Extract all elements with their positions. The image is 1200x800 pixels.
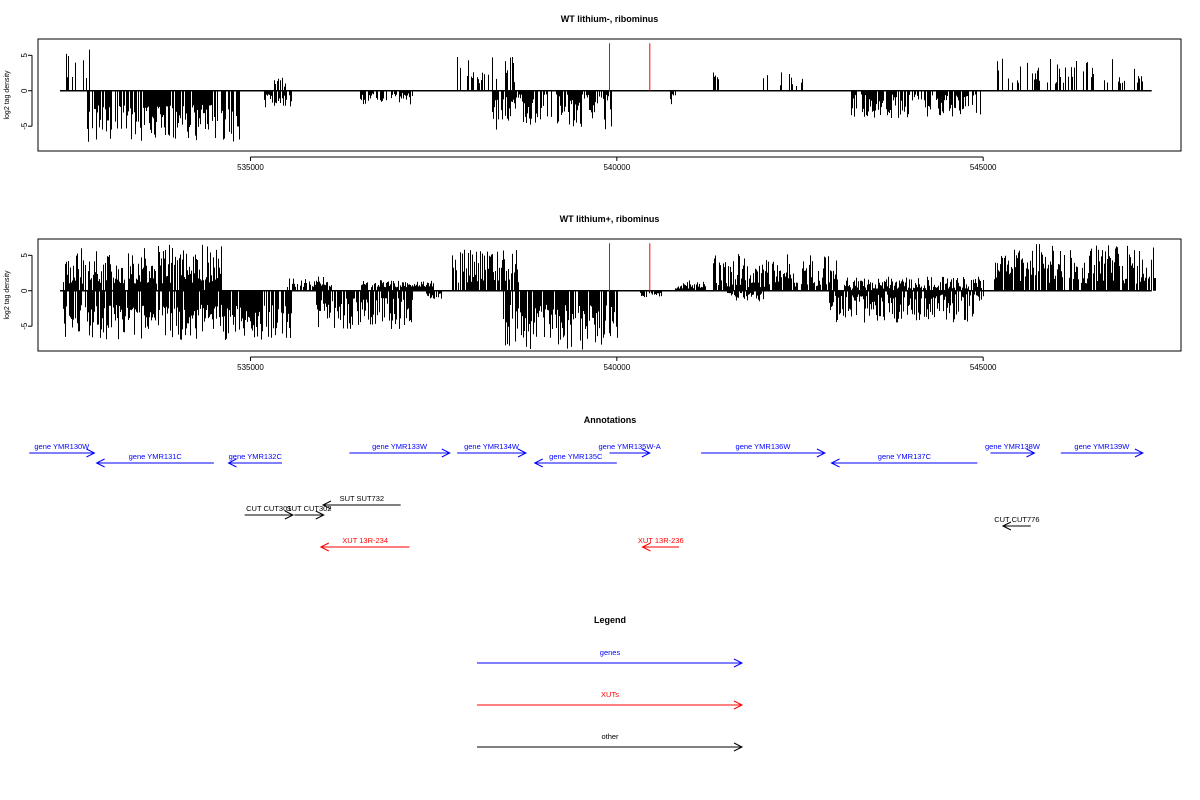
legend-label: XUTs xyxy=(601,690,619,699)
feature-label: gene YMR135W-A xyxy=(599,442,661,451)
panel-title: WT lithium+, ribominus xyxy=(560,214,660,224)
arrow-head xyxy=(733,700,744,710)
annotation-feature: gene YMR137C xyxy=(830,452,978,468)
panel-title: WT lithium-, ribominus xyxy=(561,14,659,24)
feature-label: gene YMR133W xyxy=(372,442,428,451)
annotation-feature: CUT CUT776 xyxy=(994,515,1040,531)
feature-label: XUT 13R-236 xyxy=(638,536,684,545)
arrow-head xyxy=(227,458,237,468)
legend-title: Legend xyxy=(594,615,626,625)
annotation-feature: gene YMR139W xyxy=(1060,442,1145,458)
annotation-feature: CUT CUT301 xyxy=(244,504,295,520)
x-tick-label: 545000 xyxy=(970,163,997,172)
y-tick-label: -5 xyxy=(20,122,29,130)
track-panel-2: WT lithium+, ribominus 5 0 -5 log2 tag densi… xyxy=(4,214,1182,372)
arrow-head xyxy=(641,448,651,458)
annotation-feature: XUT 13R-236 xyxy=(638,536,684,552)
feature-label: gene YMR131C xyxy=(129,452,183,461)
x-axis: 535000 540000 545000 xyxy=(237,156,997,172)
annotation-feature: gene YMR135C xyxy=(533,452,617,468)
legend: Legend genes XUTs other xyxy=(477,615,744,752)
x-tick-label: 535000 xyxy=(237,363,264,372)
x-axis: 535000 540000 545000 xyxy=(237,356,997,372)
annotation-feature: gene YMR138W xyxy=(985,442,1041,458)
arrow-head xyxy=(1134,448,1145,458)
annotation-feature: gene YMR134W xyxy=(457,442,528,458)
plot-frame xyxy=(37,38,1182,152)
arrow-head xyxy=(733,658,744,668)
arrow-head xyxy=(315,510,325,520)
annotations-title: Annotations xyxy=(584,415,637,425)
density-bars xyxy=(63,244,1156,350)
annotation-feature: gene YMR133W xyxy=(349,442,451,458)
annotations-panel: Annotations gene YMR130W gene YMR131C gene … xyxy=(29,415,1145,552)
feature-label: gene YMR139W xyxy=(1074,442,1130,451)
y-tick-label: 5 xyxy=(20,53,29,58)
arrow-head xyxy=(816,448,827,458)
annotation-feature: XUT 13R-234 xyxy=(319,536,410,552)
feature-label: XUT 13R-234 xyxy=(342,536,388,545)
y-tick-label: -5 xyxy=(20,322,29,330)
feature-label: CUT CUT776 xyxy=(994,515,1039,524)
arrow-head xyxy=(533,458,543,468)
feature-label: gene YMR138W xyxy=(985,442,1041,451)
feature-label: SUT CUT302 xyxy=(287,504,332,513)
feature-label: gene YMR136W xyxy=(736,442,792,451)
track-panel-1: WT lithium-, ribominus 5 0 -5 log2 tag densi… xyxy=(4,14,1182,172)
arrow-head xyxy=(321,500,332,510)
x-tick-label: 545000 xyxy=(970,363,997,372)
x-tick-label: 540000 xyxy=(603,163,630,172)
annotation-feature: gene YMR130W xyxy=(29,442,96,458)
annotation-feature: gene YMR135W-A xyxy=(599,442,661,458)
feature-label: gene YMR135C xyxy=(549,452,603,461)
legend-item: genes xyxy=(477,648,744,668)
arrow-head xyxy=(284,510,295,520)
density-bars xyxy=(66,49,1143,142)
arrow-head xyxy=(733,742,744,752)
arrow-head xyxy=(441,448,451,458)
plot-frame xyxy=(37,238,1182,352)
arrow-head xyxy=(1001,521,1012,531)
arrow-head xyxy=(95,458,105,468)
y-tick-label: 0 xyxy=(20,288,29,293)
annotation-feature: gene YMR132C xyxy=(227,452,283,468)
feature-label: gene YMR130W xyxy=(34,442,90,451)
arrow-head xyxy=(517,448,528,458)
annotation-feature: gene YMR136W xyxy=(701,442,827,458)
y-axis: 5 0 -5 log2 tag density xyxy=(4,253,33,330)
arrow-head xyxy=(641,542,651,552)
annotation-feature: SUT SUT732 xyxy=(321,494,401,510)
arrow-head xyxy=(86,448,96,458)
arrow-head xyxy=(319,542,330,552)
x-tick-label: 540000 xyxy=(603,363,630,372)
legend-item: other xyxy=(477,732,744,752)
feature-label: SUT SUT732 xyxy=(340,494,384,503)
arrow-head xyxy=(1026,448,1036,458)
annotation-feature: gene YMR131C xyxy=(95,452,214,468)
annotation-feature: SUT CUT302 xyxy=(287,504,332,520)
legend-label: genes xyxy=(600,648,621,657)
legend-label: other xyxy=(601,732,619,741)
feature-label: gene YMR134W xyxy=(464,442,520,451)
y-axis-label: log2 tag density xyxy=(4,70,11,120)
legend-item: XUTs xyxy=(477,690,744,710)
y-tick-label: 5 xyxy=(20,253,29,258)
feature-label: CUT CUT301 xyxy=(246,504,291,513)
arrow-head xyxy=(830,458,840,468)
y-axis-label: log2 tag density xyxy=(4,270,11,320)
feature-label: gene YMR132C xyxy=(229,452,283,461)
x-tick-label: 535000 xyxy=(237,163,264,172)
y-axis: 5 0 -5 log2 tag density xyxy=(4,53,33,130)
feature-label: gene YMR137C xyxy=(878,452,932,461)
y-tick-label: 0 xyxy=(20,88,29,93)
